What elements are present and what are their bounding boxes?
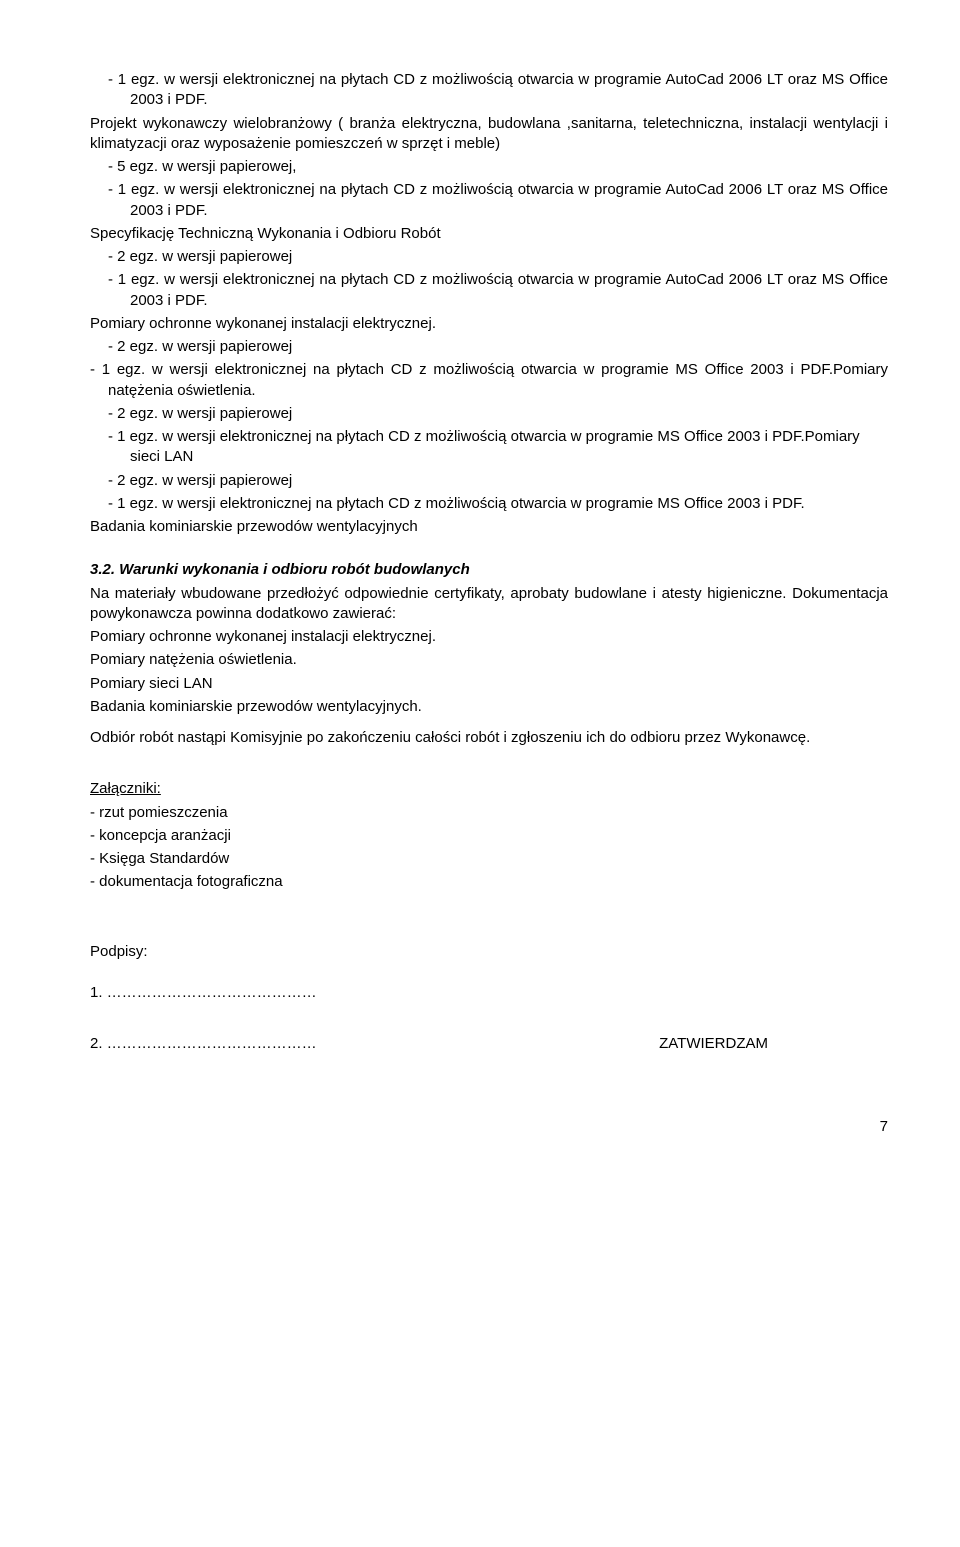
page-number: 7	[90, 1117, 888, 1137]
paragraph: Pomiary natężenia oświetlenia.	[90, 650, 888, 670]
paragraph: Badania kominiarskie przewodów wentylacy…	[90, 517, 888, 537]
paragraph: Specyfikację Techniczną Wykonania i Odbi…	[90, 224, 888, 244]
approve-label: ZATWIERDZAM	[659, 1034, 888, 1054]
section-heading: 3.2. Warunki wykonania i odbioru robót b…	[90, 560, 888, 580]
list-item: - 2 egz. w wersji papierowej	[90, 471, 888, 491]
paragraph: Projekt wykonawczy wielobranżowy ( branż…	[90, 114, 888, 155]
list-item: - 2 egz. w wersji papierowej	[90, 337, 888, 357]
attachment-item: - rzut pomieszczenia	[90, 803, 888, 823]
list-item: - 1 egz. w wersji elektronicznej na płyt…	[90, 427, 888, 468]
signatures-heading: Podpisy:	[90, 942, 888, 962]
attachment-item: - dokumentacja fotograficzna	[90, 872, 888, 892]
paragraph: Badania kominiarskie przewodów wentylacy…	[90, 697, 888, 717]
list-item: - 1 egz. w wersji elektronicznej na płyt…	[90, 270, 888, 311]
list-item: - 1 egz. w wersji elektronicznej na płyt…	[90, 70, 888, 111]
list-item: - 2 egz. w wersji papierowej	[90, 404, 888, 424]
list-item: - 5 egz. w wersji papierowej,	[90, 157, 888, 177]
paragraph: Pomiary ochronne wykonanej instalacji el…	[90, 314, 888, 334]
paragraph: Na materiały wbudowane przedłożyć odpowi…	[90, 584, 888, 625]
paragraph: Pomiary ochronne wykonanej instalacji el…	[90, 627, 888, 647]
list-item: - 1 egz. w wersji elektronicznej na płyt…	[90, 360, 888, 401]
signature-line: 1. ……………………………………	[90, 983, 888, 1003]
paragraph: Pomiary sieci LAN	[90, 674, 888, 694]
list-item: - 1 egz. w wersji elektronicznej na płyt…	[90, 180, 888, 221]
attachments-heading: Załączniki:	[90, 779, 888, 799]
list-item: - 1 egz. w wersji elektronicznej na płyt…	[90, 494, 888, 514]
attachment-item: - koncepcja aranżacji	[90, 826, 888, 846]
attachment-item: - Księga Standardów	[90, 849, 888, 869]
signature-line: 2. ……………………………………	[90, 1034, 317, 1054]
list-item: - 2 egz. w wersji papierowej	[90, 247, 888, 267]
paragraph: Odbiór robót nastąpi Komisyjnie po zakoń…	[90, 728, 888, 748]
